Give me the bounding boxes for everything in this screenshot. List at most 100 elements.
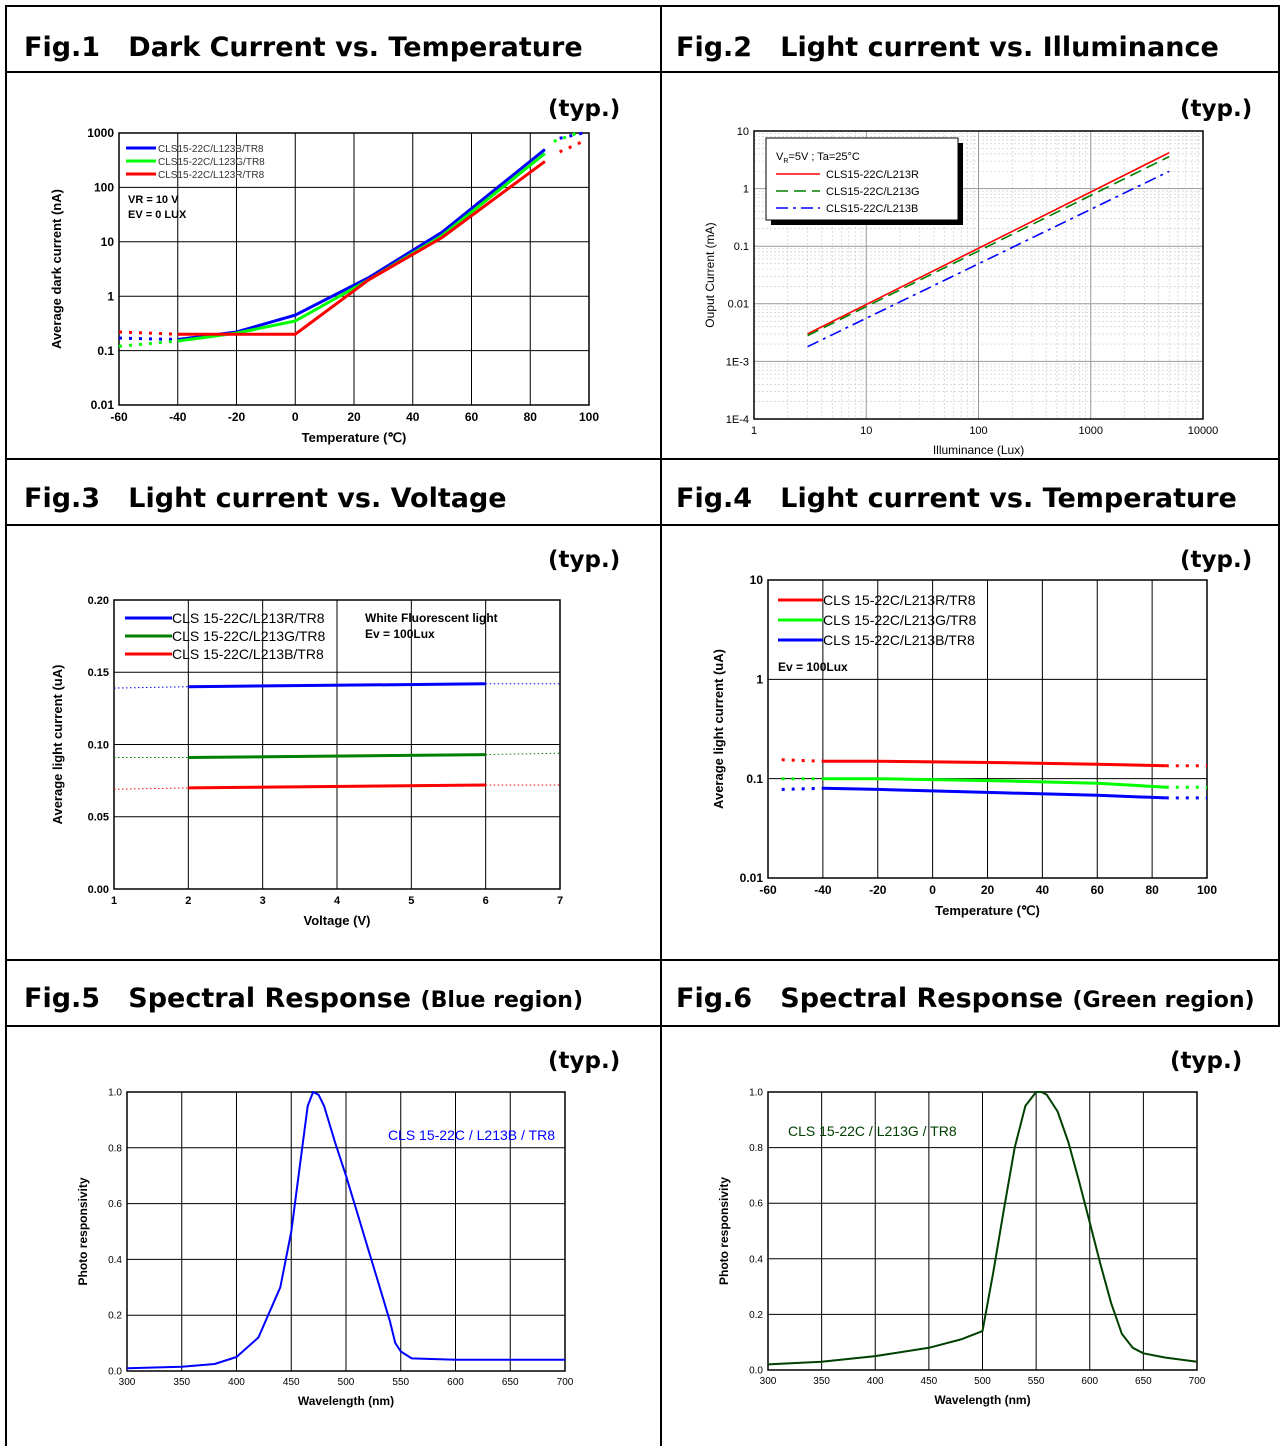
fig4-typ-label: (typ.)	[1180, 547, 1253, 573]
x-tick-label: -40	[169, 410, 187, 424]
extrapolation-line	[118, 339, 178, 348]
x-axis-label: Temperature (℃)	[935, 903, 1040, 918]
y-axis-label: Photo responsivity	[717, 1177, 731, 1285]
plot-frame	[767, 1091, 1198, 1371]
data-series-line	[188, 682, 486, 689]
plot-frame	[118, 132, 590, 406]
y-tick-label: 1	[756, 673, 763, 687]
x-tick-label: 80	[1145, 883, 1159, 897]
x-tick-label: 6	[483, 895, 489, 907]
x-tick-label: 100	[969, 425, 987, 437]
extrapolation-line	[559, 131, 584, 140]
plot-frame	[753, 130, 1204, 420]
x-tick-label: 1000	[1079, 425, 1103, 437]
x-tick-label: 100	[1197, 883, 1217, 897]
x-tick-label: 650	[502, 1377, 519, 1388]
y-tick-label: 10	[101, 235, 115, 249]
y-tick-label: 10	[750, 573, 764, 587]
fig3-typ-label: (typ.)	[548, 547, 621, 573]
x-tick-label: 1	[751, 425, 757, 437]
data-series-line	[822, 759, 1166, 768]
data-series-line	[188, 753, 486, 759]
legend-label: CLS15-22C/L123B/TR8	[158, 144, 264, 155]
x-tick-label: 20	[981, 883, 995, 897]
x-tick-label: 700	[557, 1377, 574, 1388]
legend-label: CLS15-22C/L123R/TR8	[158, 170, 265, 181]
x-tick-label: 400	[867, 1376, 884, 1387]
grid-line	[5, 71, 1280, 73]
y-tick-label: 0.05	[88, 812, 109, 824]
legend-box	[765, 137, 959, 221]
legend-label: CLS 15-22C/L213G/TR8	[172, 628, 326, 644]
annotation-text: White Fluorescent light	[365, 611, 498, 625]
x-tick-label: 5	[408, 895, 414, 907]
legend-label: CLS 15-22C/L213B/TR8	[823, 632, 975, 648]
grid-line	[5, 1025, 1280, 1027]
data-series-line	[807, 170, 1170, 348]
y-axis-label: Ouput Current (mA)	[703, 222, 717, 327]
y-tick-label: 0.8	[108, 1143, 122, 1154]
extrapolation-line	[781, 758, 823, 763]
x-tick-label: 0	[292, 410, 299, 424]
x-tick-label: -20	[228, 410, 246, 424]
y-tick-label: 0.6	[749, 1199, 763, 1210]
x-tick-label: 350	[173, 1377, 190, 1388]
extrapolation-line	[781, 786, 823, 791]
x-tick-label: 500	[338, 1377, 355, 1388]
legend-label: CLS 15-22C/L213G/TR8	[823, 612, 977, 628]
y-tick-label: 1	[743, 183, 749, 195]
grid-line	[1278, 5, 1280, 1025]
fig1-typ-label: (typ.)	[548, 96, 621, 122]
legend-title: VR=5V ; Ta=25°C	[776, 151, 860, 165]
legend-label: CLS15-22C/L213R	[826, 169, 919, 181]
x-tick-label: 80	[524, 410, 538, 424]
y-tick-label: 0.4	[108, 1255, 122, 1266]
y-tick-label: 0.2	[108, 1311, 122, 1322]
x-tick-label: 600	[1081, 1376, 1098, 1387]
grid-line	[660, 5, 662, 1446]
fig4-title: Fig.4 Light current vs. Temperature	[676, 483, 1237, 514]
y-tick-label: 0.00	[88, 884, 109, 896]
legend-label: CLS15-22C/L213G	[826, 186, 920, 198]
x-tick-label: 40	[1036, 883, 1050, 897]
plot-frame	[126, 1091, 566, 1372]
y-tick-label: 1.0	[108, 1088, 122, 1099]
y-tick-label: 100	[94, 181, 114, 195]
x-tick-label: -40	[814, 883, 832, 897]
x-tick-label: 550	[1028, 1376, 1045, 1387]
x-tick-label: 40	[406, 410, 420, 424]
data-series-line	[126, 1091, 565, 1370]
grid-line	[5, 524, 1280, 526]
x-tick-label: 600	[447, 1377, 464, 1388]
x-tick-label: 450	[921, 1376, 938, 1387]
y-axis-label: Average light current (uA)	[50, 665, 65, 825]
grid-line	[5, 5, 1280, 7]
x-tick-label: 60	[1091, 883, 1105, 897]
x-axis-label: Wavelength (nm)	[298, 1394, 394, 1408]
x-tick-label: -60	[110, 410, 128, 424]
extrapolation-line	[113, 787, 189, 790]
x-tick-label: 500	[974, 1376, 991, 1387]
annotation-text: Ev = 100Lux	[778, 660, 848, 674]
fig2-typ-label: (typ.)	[1180, 96, 1253, 122]
legend-label: CLS15-22C/L123G/TR8	[158, 157, 265, 168]
x-axis-label: Voltage (V)	[304, 913, 371, 928]
extrapolation-line	[118, 330, 178, 336]
annotation-text: EV = 0 LUX	[128, 209, 187, 221]
y-tick-label: 0.0	[749, 1366, 763, 1377]
y-tick-label: 0.01	[740, 871, 764, 885]
extrapolation-line	[553, 131, 578, 143]
y-tick-label: 10	[737, 126, 749, 138]
x-tick-label: 300	[119, 1377, 136, 1388]
y-tick-label: 0.8	[749, 1143, 763, 1154]
data-series-line	[177, 152, 546, 343]
extrapolation-line	[113, 686, 189, 689]
x-tick-label: 60	[465, 410, 479, 424]
legend-label: CLS 15-22C / L213B / TR8	[388, 1127, 555, 1143]
x-tick-label: 300	[760, 1376, 777, 1387]
x-tick-label: 4	[334, 895, 341, 907]
legend-label: CLS 15-22C/L213R/TR8	[172, 610, 325, 626]
grid-line	[5, 458, 1280, 460]
fig6-typ-label: (typ.)	[1170, 1048, 1243, 1074]
